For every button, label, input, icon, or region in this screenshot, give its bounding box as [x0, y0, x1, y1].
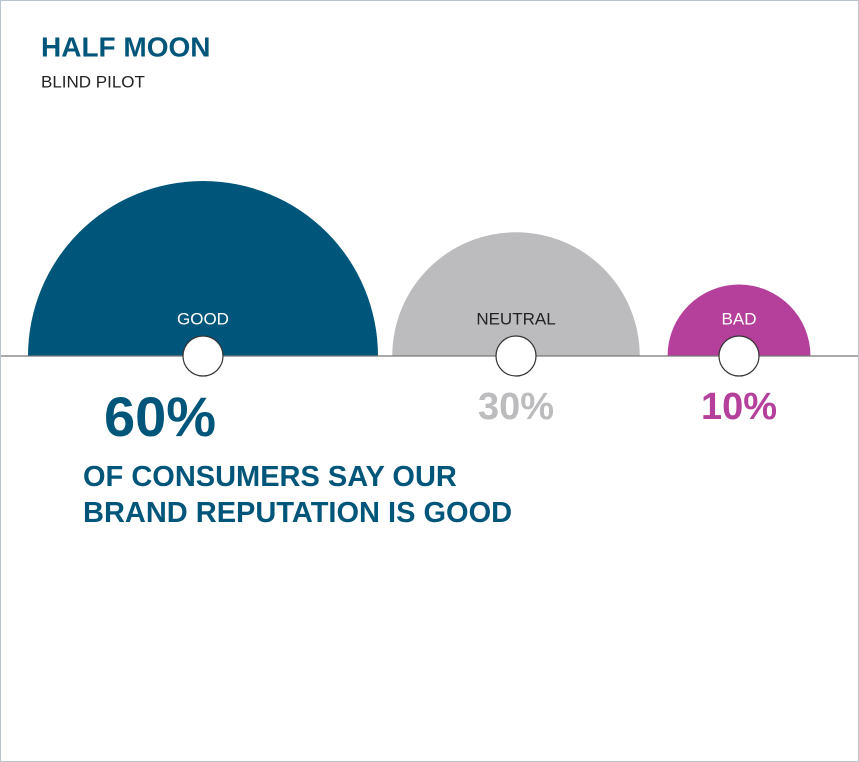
half-moon	[667, 284, 811, 356]
half-moon	[392, 232, 640, 356]
marker-dot	[182, 335, 224, 377]
category-label: NEUTRAL	[476, 309, 555, 328]
half-moon	[28, 181, 378, 356]
marker-dot	[718, 335, 760, 377]
value-label: 60%	[104, 385, 216, 448]
value-label: 10%	[701, 386, 777, 428]
annotation: OF CONSUMERS SAY OUR BRAND REPUTATION IS…	[83, 461, 513, 529]
chart-title: HALF MOON	[41, 31, 211, 62]
marker-dot	[495, 335, 537, 377]
category-label: GOOD	[177, 309, 229, 328]
chart-subtitle: BLIND PILOT	[41, 72, 145, 91]
category-label: BAD	[722, 309, 757, 328]
value-label: 30%	[478, 386, 554, 428]
